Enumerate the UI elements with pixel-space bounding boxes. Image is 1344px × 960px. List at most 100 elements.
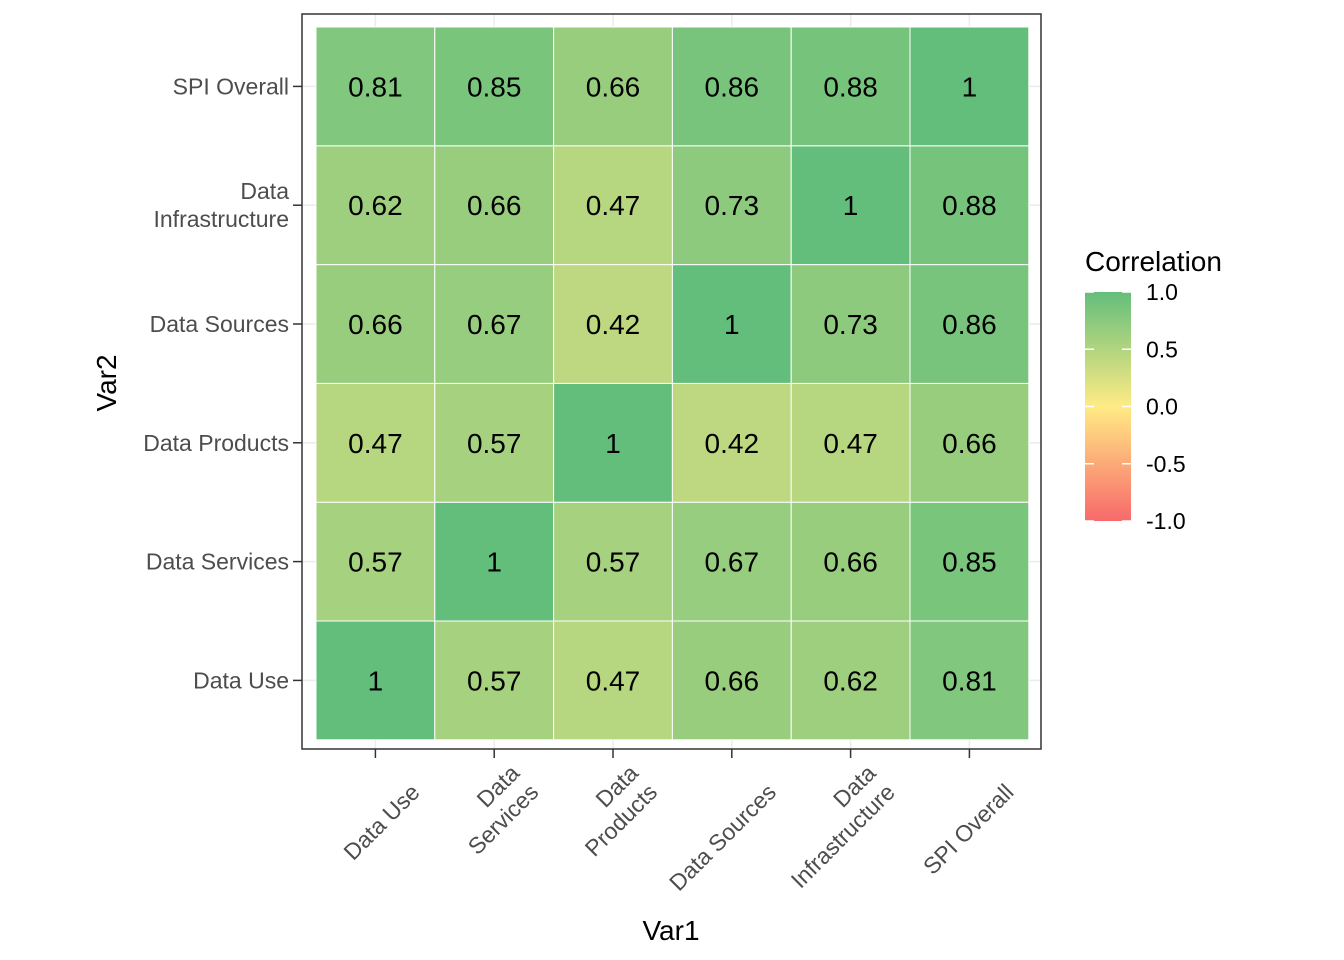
legend-break-label: -1.0 (1146, 508, 1186, 534)
heatmap-cells: 1 0.57 0.47 0.66 0.62 0.81 0.57 1 0.57 0.67 0.66 0.… (315, 26, 1030, 741)
heatmap-cell (434, 264, 555, 384)
heatmap-cell (909, 145, 1030, 266)
cell-value-label: 0.86 (942, 309, 997, 340)
cell-value-label: 0.62 (348, 190, 403, 221)
cell-value-label: 0.47 (586, 190, 641, 221)
cell-value-label: 0.85 (942, 547, 997, 578)
heatmap-cell (909, 26, 1030, 147)
x-tick-label: DataServices (444, 760, 544, 860)
heatmap-cell (434, 501, 555, 622)
cell-value-label: 0.73 (823, 309, 878, 340)
x-tick-label: Data Sources (664, 779, 781, 896)
cell-value-label: 0.57 (467, 428, 522, 459)
cell-value-label: 0.42 (705, 428, 760, 459)
cell-value-label: 1 (605, 428, 621, 459)
x-axis-ticks: Data Use DataServices DataProducts Data Sou… (338, 749, 1019, 896)
heatmap-cell (790, 382, 911, 503)
heatmap-cell (315, 264, 436, 384)
heatmap-cell (790, 501, 911, 622)
cell-value-label: 0.81 (942, 665, 997, 696)
heatmap-cell (315, 382, 436, 503)
y-tick-label-line: Data (240, 178, 289, 204)
y-tick-label-line: Infrastructure (154, 206, 290, 232)
cell-value-label: 0.66 (823, 547, 878, 578)
legend-break-label: 0.0 (1146, 394, 1178, 420)
heatmap-cell (790, 264, 911, 384)
heatmap-cell (434, 145, 555, 266)
y-tick-label-line: Data Products (143, 430, 289, 456)
y-tick-label: Data Use (193, 667, 289, 693)
heatmap-cell (671, 501, 792, 622)
y-tick-label-line: Data Sources (150, 311, 289, 337)
heatmap-cell (553, 26, 673, 147)
x-tick-label: DataInfrastructure (767, 760, 900, 893)
legend-break-label: 1.0 (1146, 279, 1178, 305)
x-axis-title: Var1 (642, 915, 699, 946)
cell-value-label: 0.66 (348, 309, 403, 340)
heatmap-cell (434, 26, 555, 147)
cell-value-label: 0.47 (586, 665, 641, 696)
x-tick-label: DataProducts (561, 760, 663, 862)
heatmap-cell (909, 382, 1030, 503)
cell-value-label: 0.66 (467, 190, 522, 221)
cell-value-label: 1 (843, 190, 859, 221)
heatmap-cell (909, 501, 1030, 622)
cell-value-label: 1 (724, 309, 740, 340)
heatmap-cell (315, 501, 436, 622)
heatmap-cell (671, 382, 792, 503)
y-axis-ticks: Data Use Data Services Data Products Data S… (143, 73, 302, 693)
x-tick-label-line: Data Sources (664, 779, 781, 896)
y-tick-label-line: Data Use (193, 667, 289, 693)
x-tick-label: Data Use (338, 779, 424, 865)
heatmap-cell (434, 382, 555, 503)
y-tick-label: SPI Overall (173, 73, 289, 99)
x-tick-label: SPI Overall (918, 779, 1019, 880)
heatmap-cell (790, 26, 911, 147)
cell-value-label: 0.67 (705, 547, 760, 578)
y-tick-label: Data Products (143, 430, 289, 456)
cell-value-label: 0.57 (348, 547, 403, 578)
heatmap-cell (553, 382, 673, 503)
heatmap-cell (909, 264, 1030, 384)
cell-value-label: 1 (368, 665, 384, 696)
heatmap-cell (909, 620, 1030, 741)
legend-break-label: -0.5 (1146, 451, 1186, 477)
cell-value-label: 0.47 (348, 428, 403, 459)
panel-border (301, 13, 1042, 750)
heatmap-cell (434, 620, 555, 741)
cell-value-label: 1 (962, 71, 978, 102)
heatmap-cell (553, 145, 673, 266)
y-tick-label: Data Sources (150, 311, 289, 337)
cell-value-label: 0.42 (586, 309, 641, 340)
heatmap-cell (790, 145, 911, 266)
cell-value-label: 0.57 (467, 665, 522, 696)
cell-value-label: 0.66 (942, 428, 997, 459)
heatmap-cell (671, 264, 792, 384)
cell-value-label: 0.47 (823, 428, 878, 459)
heatmap-cell (553, 264, 673, 384)
y-tick-label-line: SPI Overall (173, 73, 289, 99)
cell-value-label: 0.57 (586, 547, 641, 578)
legend: Correlation 1.0 0.5 0.0 -0.5 -1.0 (1085, 246, 1222, 534)
cell-value-label: 0.86 (705, 71, 760, 102)
legend-break-label: 0.5 (1146, 336, 1178, 362)
cell-value-label: 0.85 (467, 71, 522, 102)
cell-value-label: 0.73 (705, 190, 760, 221)
y-axis-title: Var2 (91, 354, 122, 411)
cell-value-label: 1 (486, 547, 502, 578)
cell-value-label: 0.88 (942, 190, 997, 221)
heatmap-cell (315, 620, 436, 741)
legend-title: Correlation (1085, 246, 1222, 277)
cell-value-label: 0.62 (823, 665, 878, 696)
x-tick-label-line: Data Use (338, 779, 424, 865)
cell-value-label: 0.66 (586, 71, 641, 102)
cell-value-label: 0.66 (705, 665, 760, 696)
y-tick-label-line: Data Services (146, 549, 289, 575)
heatmap-cell (790, 620, 911, 741)
heatmap-cell (315, 26, 436, 147)
cell-value-label: 0.67 (467, 309, 522, 340)
y-tick-label: Data Services (146, 549, 289, 575)
cell-value-label: 0.81 (348, 71, 403, 102)
cell-value-label: 0.88 (823, 71, 878, 102)
